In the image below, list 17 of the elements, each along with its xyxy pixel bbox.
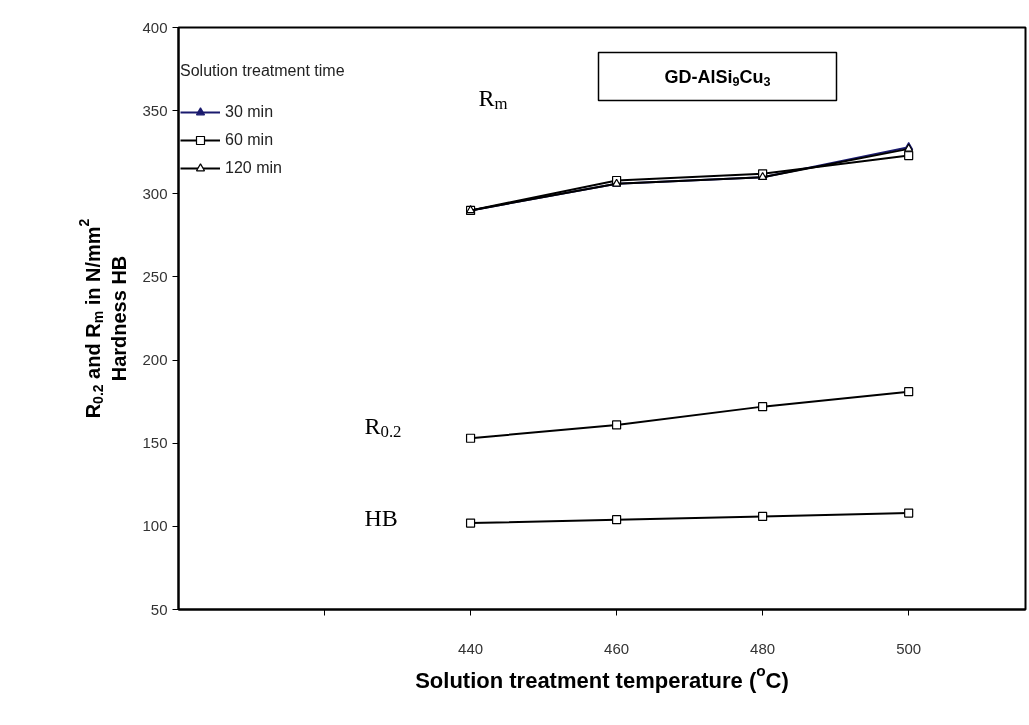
y-tick-label: 50 [150,600,168,618]
y-tick-label: 250 [142,267,168,285]
annotation: HB [364,504,398,531]
x-tick-label: 440 [458,639,484,657]
y-tick-label: 100 [142,517,168,535]
legend-label: 120 min [225,159,282,177]
x-tick-label: 480 [750,639,776,657]
y-tick-label: 350 [142,101,168,119]
legend-label: 30 min [225,103,274,121]
y-tick-label: 300 [142,184,168,202]
y-tick-label: 400 [142,18,168,36]
x-tick-label: 500 [896,639,922,657]
y-tick-label: 200 [142,351,168,369]
legend-title: Solution treatment time [180,62,345,80]
y-tick-label: 150 [142,434,168,452]
legend-label: 60 min [225,131,274,149]
x-tick-label: 460 [604,639,630,657]
